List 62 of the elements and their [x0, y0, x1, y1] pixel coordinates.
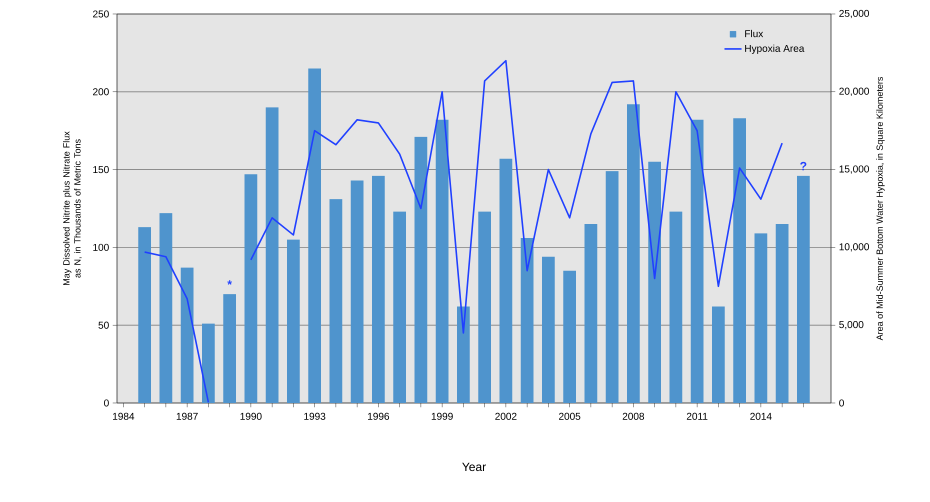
y-tick-label: 200 — [93, 88, 109, 96]
y-tick-label: 0 — [104, 399, 109, 407]
x-tick-label: 2014 — [750, 412, 772, 420]
x-axis-title: Year — [462, 462, 486, 472]
x-tick-label: 1999 — [432, 412, 453, 420]
x-tick-label: 2005 — [559, 412, 580, 420]
x-tick-label: 2011 — [686, 412, 708, 420]
bar — [712, 306, 725, 403]
bar — [138, 227, 152, 403]
y2-tick-label: 10,000 — [840, 243, 869, 252]
bar — [797, 176, 810, 403]
bar — [330, 199, 342, 403]
x-tick-label: 1993 — [304, 412, 326, 420]
bar — [627, 104, 640, 403]
y2-tick-label: 0 — [839, 399, 844, 407]
bar — [606, 171, 618, 403]
bar — [457, 306, 470, 403]
bar — [393, 212, 406, 403]
bar — [520, 238, 534, 403]
y-axis-title: May Dissolved Nitrite plus Nitrate Flux as N, in Thousands of Metric Tons — [62, 131, 82, 286]
bar — [308, 68, 322, 403]
y2-tick-label: 15,000 — [840, 165, 869, 174]
bar — [266, 107, 279, 403]
bar — [648, 162, 661, 403]
bar — [584, 224, 598, 403]
y2-tick-label: 5,000 — [839, 321, 864, 330]
annotation: * — [227, 280, 232, 285]
bar — [202, 324, 215, 403]
x-tick-label: 2008 — [622, 412, 644, 420]
y-tick-label: 250 — [93, 10, 109, 18]
bar — [542, 256, 555, 403]
bar — [350, 180, 364, 403]
y-tick-label: 150 — [93, 166, 109, 174]
bar — [500, 158, 512, 403]
bar — [733, 118, 746, 403]
y2-tick-label: 20,000 — [839, 88, 869, 96]
y-tick-label: 50 — [98, 322, 109, 329]
y2-axis-title: Area of Mid-Summer Bottom Water Hypoxia, in Square Kilometers — [876, 76, 885, 340]
bar — [180, 268, 194, 403]
x-tick-label: 1984 — [113, 412, 134, 420]
bar — [436, 120, 448, 403]
bar — [287, 240, 300, 403]
bar — [754, 233, 768, 403]
annotation: ? — [800, 162, 806, 170]
bar — [563, 270, 576, 403]
x-tick-label: 1987 — [176, 412, 198, 420]
bar — [776, 224, 788, 403]
legend-label: Flux — [745, 30, 764, 38]
legend-label: Hypoxia Area — [745, 44, 804, 54]
y-tick-label: 100 — [93, 244, 109, 251]
bar — [160, 213, 172, 403]
bar — [372, 176, 385, 403]
bar — [223, 294, 236, 403]
y2-tick-label: 25,000 — [839, 10, 869, 18]
x-tick-label: 1996 — [368, 412, 390, 420]
bar — [690, 120, 704, 403]
bar — [244, 174, 258, 403]
x-tick-label: 2002 — [495, 412, 516, 420]
bar — [414, 136, 428, 403]
bar — [478, 212, 492, 403]
x-tick-label: 1990 — [240, 412, 262, 420]
bar — [670, 212, 682, 403]
